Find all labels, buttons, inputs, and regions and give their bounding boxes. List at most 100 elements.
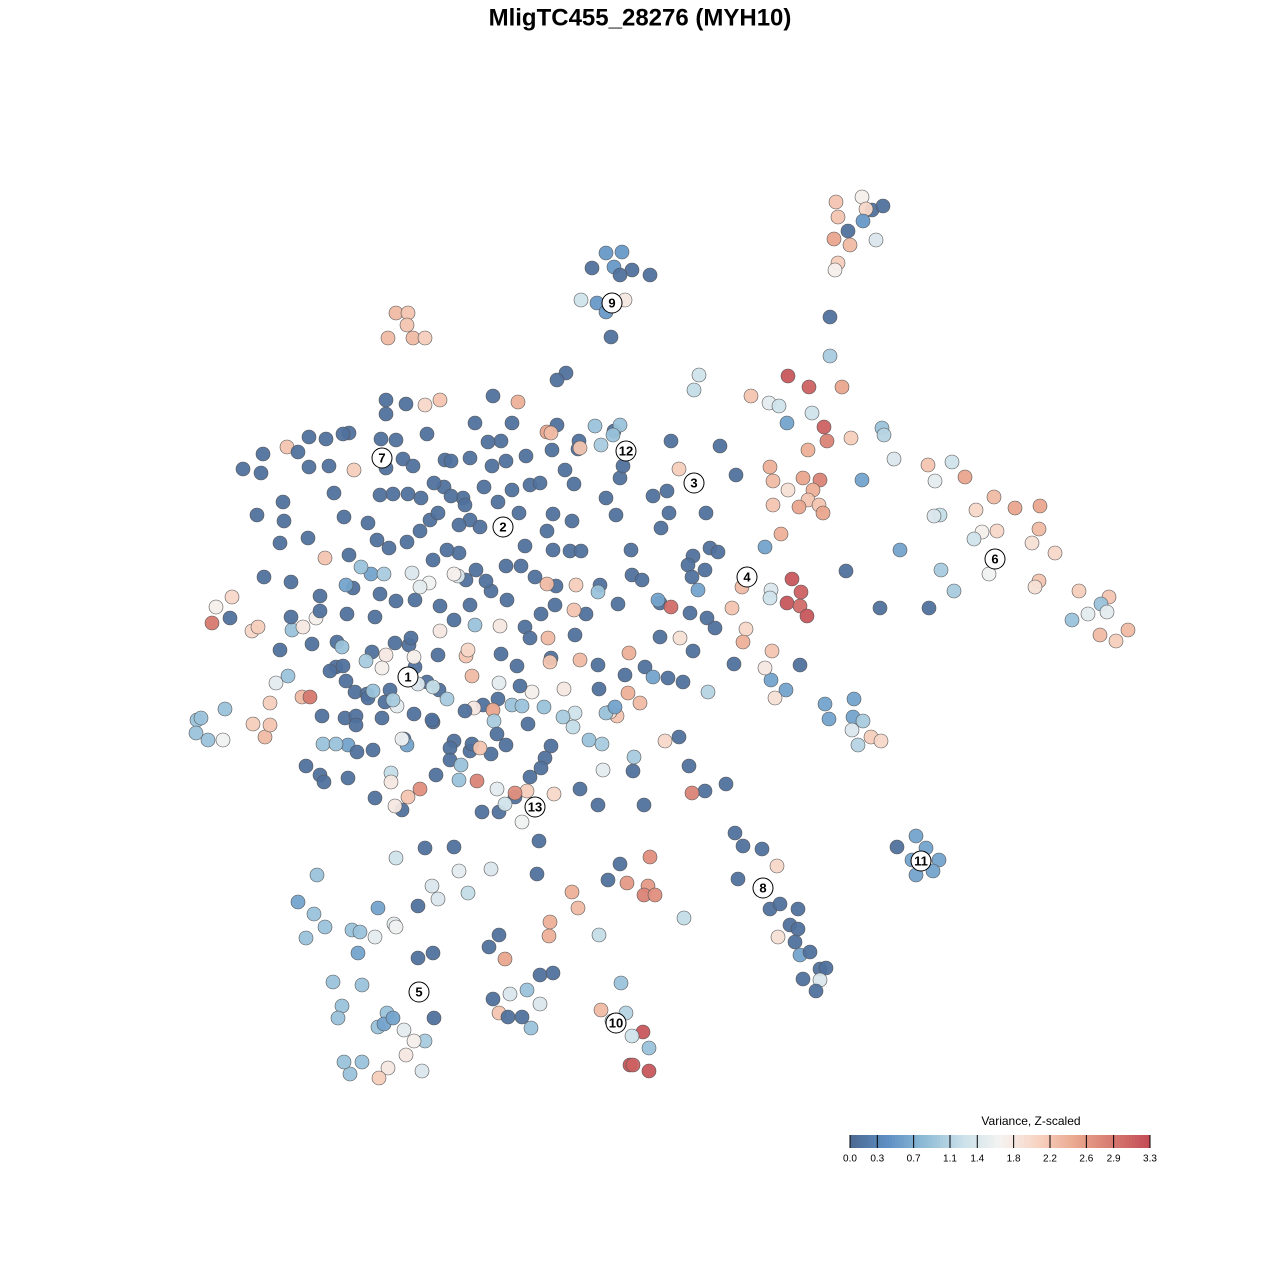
point: [826, 231, 842, 247]
colorbar-segment: [1015, 1135, 1019, 1148]
point: [573, 543, 589, 559]
point: [428, 767, 444, 783]
point: [822, 348, 838, 364]
point: [405, 458, 421, 474]
colorbar-segment: [892, 1135, 896, 1148]
colorbar-segment: [964, 1135, 968, 1148]
colorbar-segment: [952, 1135, 956, 1148]
point: [608, 507, 624, 523]
point: [536, 699, 552, 715]
point: [336, 1054, 352, 1070]
point: [430, 505, 446, 521]
point: [532, 475, 548, 491]
point: [612, 470, 628, 486]
point: [591, 681, 607, 697]
point: [451, 772, 467, 788]
point: [354, 977, 370, 993]
colorbar-segment: [970, 1135, 974, 1148]
point: [493, 646, 509, 662]
colorbar-tick-label: 1.1: [943, 1154, 957, 1165]
point: [908, 828, 924, 844]
colorbar-segment: [997, 1135, 1001, 1148]
point: [520, 716, 536, 732]
colorbar-tick-label: 0.7: [907, 1154, 921, 1165]
point: [818, 960, 834, 976]
colorbar-segment: [910, 1135, 914, 1148]
point: [549, 372, 565, 388]
colorbar-segment: [1033, 1135, 1037, 1148]
point: [590, 657, 606, 673]
point: [478, 573, 494, 589]
point: [309, 867, 325, 883]
point: [385, 692, 401, 708]
point: [600, 872, 616, 888]
point: [565, 719, 581, 735]
point: [280, 668, 296, 684]
colorbar-segment: [1114, 1135, 1118, 1148]
colorbar-segment: [1144, 1135, 1148, 1148]
point: [398, 396, 414, 412]
point: [607, 699, 623, 715]
point: [613, 975, 629, 991]
point: [546, 786, 562, 802]
colorbar-segment: [1141, 1135, 1145, 1148]
point: [529, 866, 545, 882]
point: [593, 1002, 609, 1018]
colorbar-segment: [880, 1135, 884, 1148]
point: [827, 262, 843, 278]
colorbar-segment: [1000, 1135, 1004, 1148]
point: [498, 737, 514, 753]
point: [426, 475, 442, 491]
point: [699, 610, 715, 626]
point: [661, 505, 677, 521]
point: [432, 623, 448, 639]
point: [312, 603, 328, 619]
point: [314, 708, 330, 724]
point: [735, 838, 751, 854]
point: [966, 531, 982, 547]
point: [541, 928, 557, 944]
point: [511, 505, 527, 521]
point: [412, 781, 428, 797]
point: [378, 406, 394, 422]
point: [398, 1047, 414, 1063]
point: [484, 458, 500, 474]
point: [524, 684, 540, 700]
colorbar-segment: [913, 1135, 917, 1148]
point: [787, 934, 803, 950]
colorbar-segment: [862, 1135, 866, 1148]
point: [412, 523, 428, 539]
point: [735, 634, 751, 650]
point: [388, 593, 404, 609]
point: [626, 749, 642, 765]
point: [417, 397, 433, 413]
point: [570, 900, 586, 916]
point: [539, 523, 555, 539]
colorbar-segment: [1039, 1135, 1043, 1148]
point: [610, 596, 626, 612]
point: [432, 598, 448, 614]
point: [387, 798, 403, 814]
point: [406, 1033, 422, 1049]
point: [374, 660, 390, 676]
point: [406, 706, 422, 722]
point: [821, 711, 837, 727]
point: [572, 781, 588, 797]
point: [790, 921, 806, 937]
point: [619, 875, 635, 891]
colorbar-segment: [1063, 1135, 1067, 1148]
point: [812, 472, 828, 488]
colorbar-segment: [1096, 1135, 1100, 1148]
colorbar-segment: [1084, 1135, 1088, 1148]
cluster-label: 11: [914, 853, 928, 868]
point: [532, 967, 548, 983]
point: [790, 901, 806, 917]
point: [765, 497, 781, 513]
point: [892, 542, 908, 558]
point: [1120, 622, 1136, 638]
point: [396, 1022, 412, 1038]
point: [779, 595, 795, 611]
point: [339, 606, 355, 622]
